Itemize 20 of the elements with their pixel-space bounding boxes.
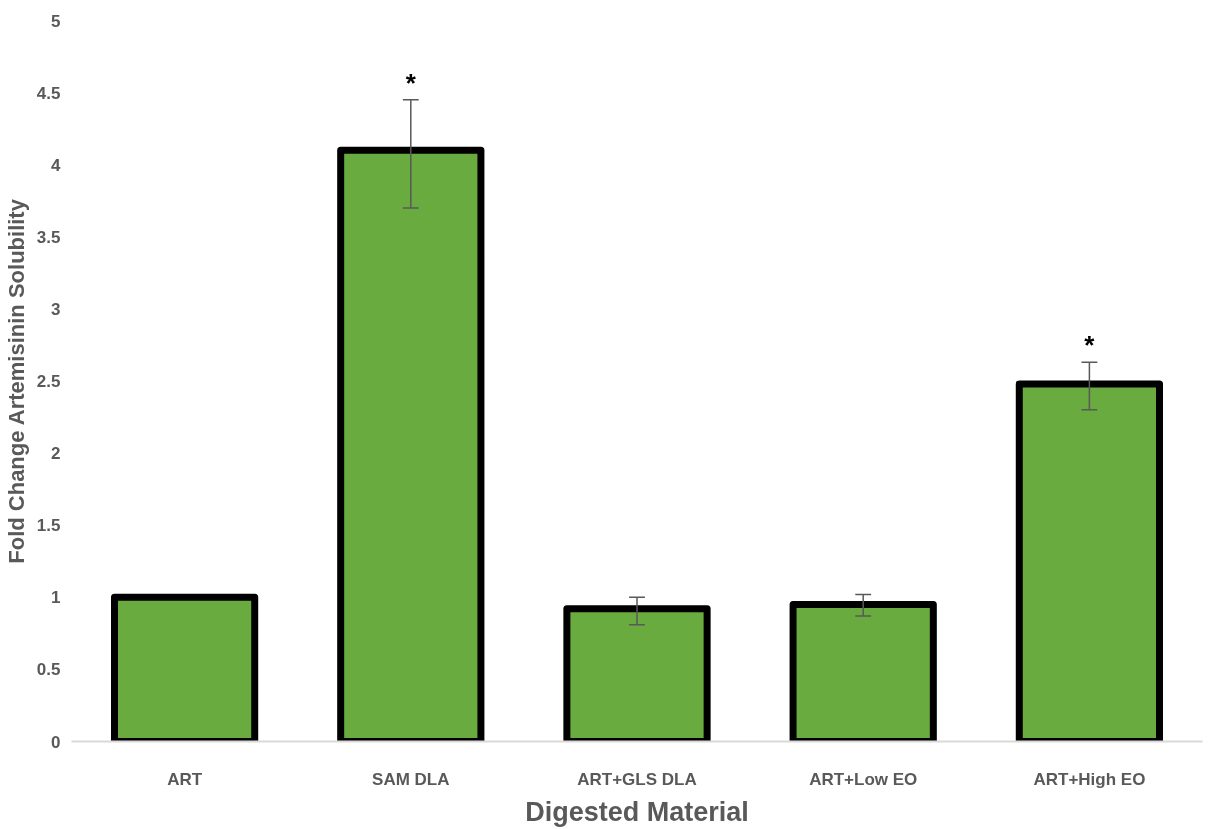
x-tick-label: ART+GLS DLA bbox=[577, 769, 697, 789]
y-tick-label: 5 bbox=[51, 11, 61, 31]
x-tick-label: ART+High EO bbox=[1033, 769, 1146, 789]
annotation: * bbox=[405, 67, 417, 98]
y-tick-label: 1 bbox=[51, 588, 61, 608]
y-tick-label: 0.5 bbox=[36, 660, 61, 680]
y-tick-label: 4.5 bbox=[36, 83, 61, 103]
y-tick-label: 3 bbox=[51, 299, 61, 319]
y-tick-label: 4 bbox=[51, 155, 62, 175]
y-tick-label: 1.5 bbox=[36, 516, 61, 536]
x-tick-label: ART bbox=[167, 769, 203, 789]
y-tick-label: 3.5 bbox=[36, 227, 61, 247]
x-axis-title: Digested Material bbox=[525, 796, 749, 827]
x-tick-label: SAM DLA bbox=[372, 769, 450, 789]
annotation: * bbox=[1084, 330, 1096, 361]
y-tick-label: 2 bbox=[51, 444, 61, 464]
y-tick-label: 2.5 bbox=[36, 372, 61, 391]
x-tick-label: ART+Low EO bbox=[809, 769, 918, 789]
y-axis-title: Fold Change Artemisinin Solubility bbox=[3, 198, 29, 564]
y-tick-label: 0 bbox=[51, 732, 61, 752]
